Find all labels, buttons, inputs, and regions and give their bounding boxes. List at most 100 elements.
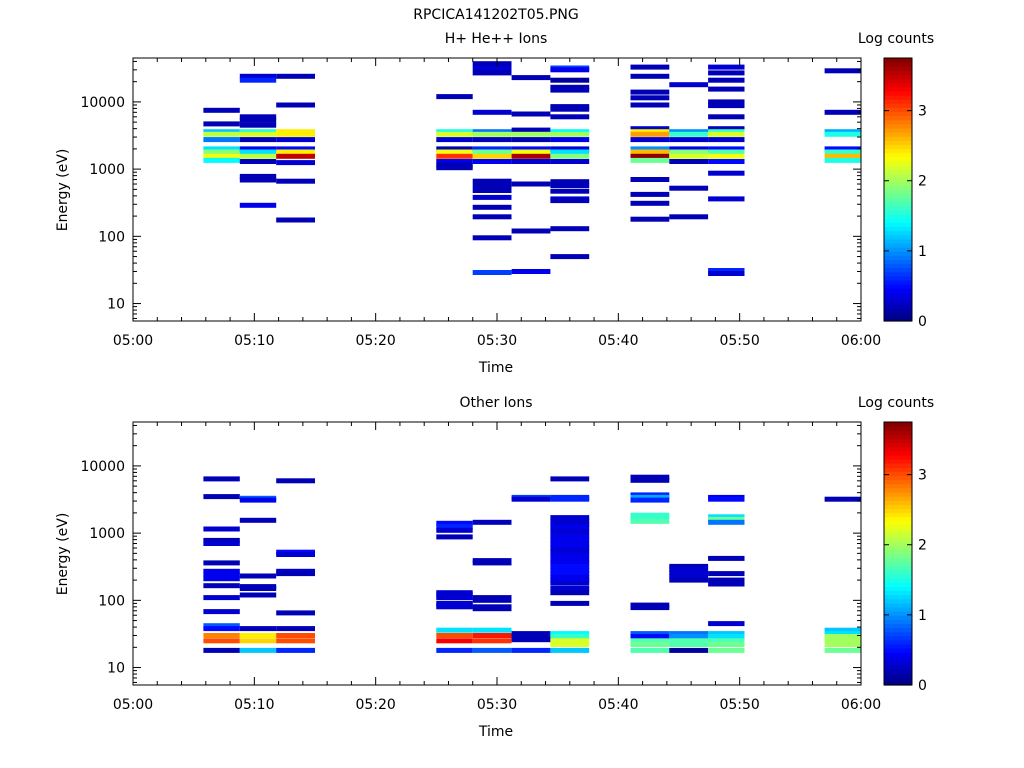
- heatmap-cell: [550, 563, 590, 569]
- heatmap-cell: [276, 153, 315, 159]
- heatmap-cell: [630, 605, 670, 611]
- colorbar-segment: [884, 500, 912, 505]
- colorbar-segment: [884, 284, 912, 289]
- colorbar-segment: [884, 210, 912, 215]
- colorbar-segment: [884, 226, 912, 232]
- heatmap-cell: [708, 271, 745, 276]
- colorbar-segment: [884, 602, 912, 608]
- heatmap-cell: [472, 137, 512, 143]
- colorbar-segment: [884, 304, 912, 310]
- heatmap-cell: [472, 65, 512, 71]
- heatmap-cell: [550, 129, 590, 135]
- colorbar-segment: [884, 279, 912, 285]
- colorbar-segment: [884, 491, 912, 497]
- colorbar-segment: [884, 234, 912, 240]
- y-tick-label: 10000: [80, 459, 125, 475]
- heatmap-cell: [276, 610, 315, 616]
- heatmap-cell: [436, 595, 473, 601]
- heatmap-cell: [276, 131, 315, 137]
- colorbar-segment: [884, 475, 912, 481]
- colorbar-segment: [884, 623, 912, 629]
- heatmap-cell: [824, 129, 861, 135]
- heatmap-cell: [630, 642, 670, 647]
- colorbar-segment: [884, 635, 912, 641]
- heatmap-cell: [203, 623, 240, 629]
- heatmap-cell: [239, 153, 277, 159]
- heatmap-cell: [511, 146, 551, 152]
- heatmap-cell: [550, 131, 590, 137]
- heatmap-cell: [630, 153, 670, 159]
- heatmap-cell: [550, 87, 590, 93]
- heatmap-cell: [276, 217, 315, 223]
- heatmap-cell: [669, 185, 709, 191]
- heatmap-cell: [550, 183, 590, 188]
- colorbar-segment: [884, 296, 912, 302]
- heatmap-cell: [550, 518, 590, 524]
- heatmap-cell: [824, 157, 861, 163]
- colorbar-segment: [884, 275, 912, 281]
- colorbar-segment: [884, 467, 912, 472]
- heatmap-cell: [824, 637, 861, 643]
- colorbar-segment: [884, 131, 912, 137]
- heatmap-cell: [239, 586, 277, 591]
- heatmap-cell: [630, 515, 670, 521]
- heatmap-cell: [511, 149, 551, 155]
- heatmap-cell: [708, 170, 745, 176]
- heatmap-cell: [550, 631, 590, 637]
- colorbar-segment: [884, 74, 912, 80]
- heatmap-cell: [436, 137, 473, 143]
- heatmap-cell: [239, 73, 277, 79]
- heatmap-cell: [239, 131, 277, 137]
- heatmap-cell: [708, 146, 745, 152]
- heatmap-cell: [203, 638, 240, 644]
- heatmap-cell: [630, 494, 670, 500]
- heatmap-cell: [436, 159, 473, 164]
- heatmap-cell: [203, 131, 240, 137]
- heatmap-cell: [472, 194, 512, 200]
- heatmap-cell: [472, 61, 512, 67]
- heatmap-cell: [276, 633, 315, 638]
- heatmap-cell: [239, 173, 277, 179]
- colorbar-segment: [884, 156, 912, 162]
- heatmap-cell: [824, 109, 861, 115]
- heatmap-cell: [276, 178, 315, 184]
- heatmap-cell: [436, 592, 473, 598]
- colorbar-segment: [884, 86, 912, 92]
- heatmap-cell: [239, 517, 277, 523]
- colorbar-segment: [884, 62, 912, 67]
- heatmap-cell: [669, 569, 709, 575]
- colorbar-segment: [884, 103, 912, 108]
- heatmap-cell: [630, 95, 670, 101]
- heatmap-cell: [276, 137, 315, 143]
- heatmap-cell: [630, 631, 670, 637]
- heatmap-cell: [239, 77, 277, 83]
- heatmap-cell: [550, 146, 590, 152]
- heatmap-cell: [669, 642, 709, 647]
- heatmap-cell: [511, 269, 551, 274]
- colorbar-segment: [884, 606, 912, 612]
- heatmap-cell: [239, 638, 277, 644]
- heatmap-cell: [550, 638, 590, 644]
- heatmap-cell: [550, 541, 590, 547]
- colorbar-segment: [884, 99, 912, 104]
- colorbar-segment: [884, 119, 912, 125]
- y-tick-label: 1000: [89, 526, 125, 542]
- heatmap-cell: [630, 146, 670, 152]
- colorbar-segment: [884, 549, 912, 555]
- heatmap-cell: [472, 627, 512, 633]
- heatmap-cell: [550, 476, 590, 482]
- heatmap-cell: [824, 496, 861, 502]
- x-tick-label: 05:40: [598, 333, 638, 349]
- colorbar-segment: [884, 520, 912, 526]
- colorbar-segment: [884, 66, 912, 71]
- heatmap-cell: [708, 516, 745, 522]
- x-tick-label: 05:20: [355, 697, 395, 713]
- colorbar-segment: [884, 680, 912, 686]
- heatmap-cell: [630, 216, 670, 222]
- colorbar: 0 1 2 3: [883, 57, 927, 330]
- colorbar-segment: [884, 569, 912, 575]
- colorbar-segment: [884, 676, 912, 682]
- colorbar-segment: [884, 189, 912, 195]
- heatmap-cell: [472, 178, 512, 184]
- heatmap-cell: [239, 117, 277, 123]
